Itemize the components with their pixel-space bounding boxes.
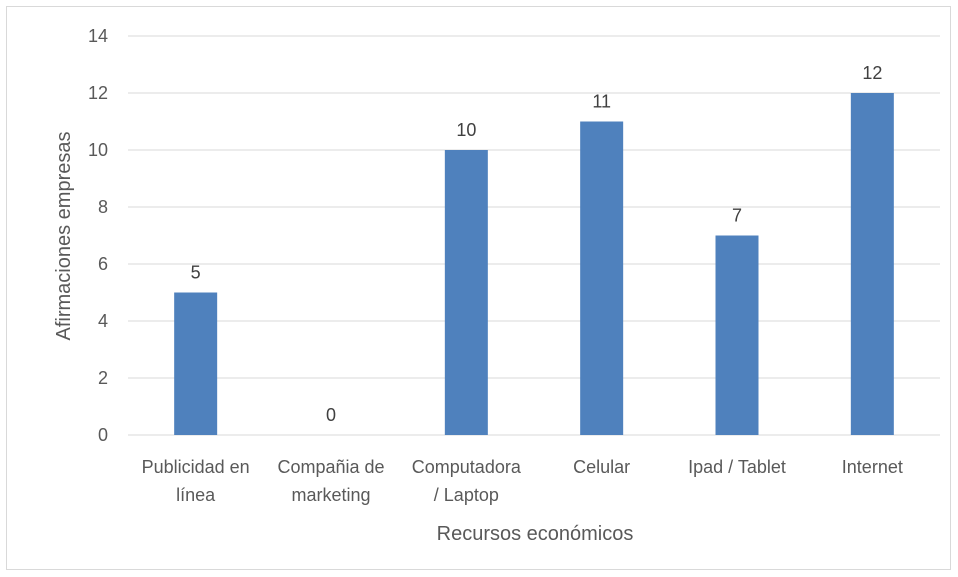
y-tick-label: 12 [88,83,108,103]
x-category-label: Compañia de [277,457,384,477]
data-label-0: 5 [191,263,201,283]
x-category-label: Computadora [412,457,522,477]
x-category-label: Internet [842,457,903,477]
y-axis-title: Afirmaciones empresas [53,132,75,341]
x-axis-categories: Publicidad en línea Compañia de marketing Co… [142,457,903,505]
y-tick-label: 14 [88,26,108,46]
bar-2 [444,150,488,435]
bars [174,93,894,435]
data-label-2: 10 [456,120,476,140]
x-axis-title: Recursos económicos [437,523,634,545]
x-category-label: Celular [573,457,630,477]
x-category-label: línea [176,485,216,505]
bar-4 [715,235,759,435]
gridlines [128,35,940,436]
x-category-label: marketing [291,485,370,505]
data-label-1: 0 [326,405,336,425]
x-category-label: / Laptop [434,485,499,505]
y-axis-ticks: 0 2 4 6 8 10 12 14 [88,26,108,445]
y-tick-label: 10 [88,140,108,160]
bar-0 [174,292,218,435]
data-label-3: 11 [592,92,611,112]
x-category-label: Publicidad en [142,457,250,477]
y-tick-label: 8 [98,197,108,217]
bar-5 [850,93,894,435]
y-tick-label: 6 [98,254,108,274]
bar-3 [580,121,624,435]
y-tick-label: 0 [98,425,108,445]
data-labels: 5 0 10 11 7 12 [191,63,883,425]
x-category-label: Ipad / Tablet [688,457,786,477]
y-tick-label: 2 [98,368,108,388]
y-tick-label: 4 [98,311,108,331]
data-label-5: 12 [862,63,882,83]
data-label-4: 7 [732,206,742,226]
